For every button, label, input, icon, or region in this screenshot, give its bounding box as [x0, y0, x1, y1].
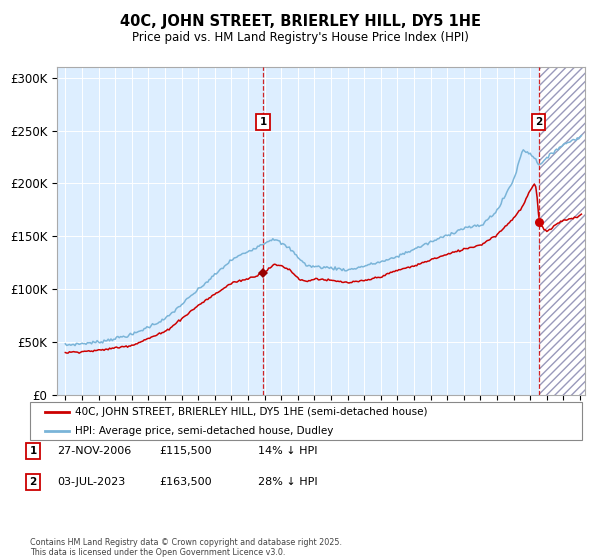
Text: 40C, JOHN STREET, BRIERLEY HILL, DY5 1HE: 40C, JOHN STREET, BRIERLEY HILL, DY5 1HE — [119, 14, 481, 29]
Bar — [539, 67, 585, 395]
Text: 28% ↓ HPI: 28% ↓ HPI — [258, 477, 317, 487]
Text: £163,500: £163,500 — [159, 477, 212, 487]
Text: HPI: Average price, semi-detached house, Dudley: HPI: Average price, semi-detached house,… — [75, 426, 334, 436]
Text: Contains HM Land Registry data © Crown copyright and database right 2025.
This d: Contains HM Land Registry data © Crown c… — [30, 538, 342, 557]
Text: 27-NOV-2006: 27-NOV-2006 — [57, 446, 131, 456]
Text: 1: 1 — [260, 117, 267, 127]
Text: 14% ↓ HPI: 14% ↓ HPI — [258, 446, 317, 456]
Text: Price paid vs. HM Land Registry's House Price Index (HPI): Price paid vs. HM Land Registry's House … — [131, 31, 469, 44]
Text: 1: 1 — [29, 446, 37, 456]
Text: 2: 2 — [535, 117, 542, 127]
Text: 03-JUL-2023: 03-JUL-2023 — [57, 477, 125, 487]
Text: 2: 2 — [29, 477, 37, 487]
Text: 40C, JOHN STREET, BRIERLEY HILL, DY5 1HE (semi-detached house): 40C, JOHN STREET, BRIERLEY HILL, DY5 1HE… — [75, 407, 427, 417]
Text: £115,500: £115,500 — [159, 446, 212, 456]
